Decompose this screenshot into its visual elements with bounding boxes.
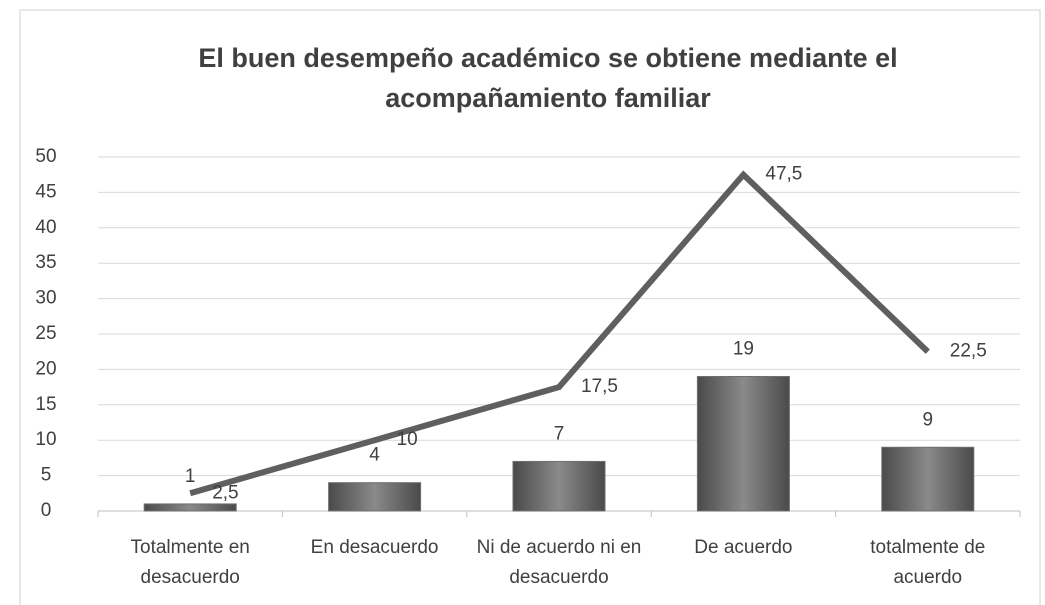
y-tick-label: 45 [35, 181, 56, 202]
y-tick-label: 30 [35, 288, 56, 309]
bar-value-label: 9 [923, 409, 934, 430]
x-tick-label-box: Ni de acuerdo ni en desacuerdo [476, 537, 642, 588]
x-tick-label-box: De acuerdo [694, 537, 793, 558]
line-value-label: 17,5 [581, 376, 618, 397]
bar-value-label: 7 [554, 423, 565, 444]
chart-border [19, 9, 1041, 605]
y-tick-label: 0 [41, 500, 52, 521]
bar [512, 460, 606, 512]
x-tick-label-box: Totalmente en desacuerdo [130, 537, 250, 588]
line-value-label: 22,5 [950, 341, 987, 362]
y-tick-label: 25 [35, 323, 56, 344]
chart-title: El buen desempeño académico se obtiene m… [198, 43, 897, 113]
bar [328, 482, 422, 512]
line-value-label: 47,5 [765, 164, 802, 185]
y-tick-label: 40 [35, 217, 56, 238]
y-tick-label: 50 [35, 146, 56, 167]
x-tick-label: En desacuerdo [310, 537, 439, 558]
bar [143, 503, 237, 512]
line-value-label: 2,5 [212, 482, 238, 503]
bar-value-label: 1 [185, 466, 196, 487]
x-tick-label-box: En desacuerdo [310, 537, 439, 558]
line [189, 170, 930, 497]
y-tick-label: 20 [35, 358, 56, 379]
bar-value-label: 19 [733, 338, 754, 359]
y-tick-label: 5 [41, 465, 52, 486]
y-tick-label: 35 [35, 252, 56, 273]
line-value-label: 10 [397, 429, 418, 450]
x-tick-label-box: totalmente de acuerdo [870, 537, 986, 588]
x-tick-label: De acuerdo [694, 537, 793, 558]
x-tick-label: Ni de acuerdo ni en desacuerdo [476, 537, 642, 588]
bar [881, 446, 975, 512]
y-tick-label: 15 [35, 394, 56, 415]
bar-value-label: 4 [369, 445, 380, 466]
x-tick-label: totalmente de acuerdo [870, 537, 986, 588]
x-tick-label: Totalmente en desacuerdo [130, 537, 250, 588]
bar [696, 375, 790, 512]
y-tick-label: 10 [35, 429, 56, 450]
